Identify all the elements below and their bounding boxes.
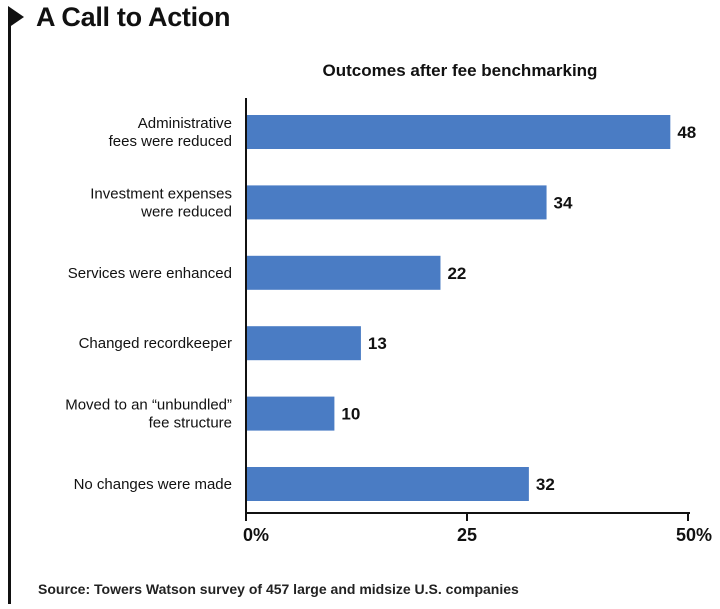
category-label: No changes were made [74,476,232,493]
bar [247,396,335,431]
bar-value-label: 34 [554,193,573,212]
left-border-rule [8,8,11,604]
category-label: Moved to an “unbundled” fee structure [65,397,232,432]
bar [247,467,529,501]
chart-title: Outcomes after fee benchmarking [322,61,598,80]
bar-value-label: 13 [368,334,387,353]
category-label-line: Moved to an “unbundled” [65,397,232,414]
x-tick-label: 25 [457,525,477,545]
source-note: Source: Towers Watson survey of 457 larg… [38,581,519,597]
bar-value-label: 10 [341,405,360,424]
category-label-line: Changed recordkeeper [79,335,232,352]
category-label: Investment expenses were reduced [90,185,232,220]
category-label: Administrative fees were reduced [109,115,232,150]
bar [247,115,671,149]
bar [247,255,441,290]
bar-value-label: 22 [447,264,466,283]
x-tick-label: 50% [676,525,712,545]
x-tick-label: 0% [243,525,269,545]
bar-value-label: 48 [677,123,696,142]
category-label-line: were reduced [140,203,232,220]
title-arrow-icon [8,6,24,28]
bar [247,185,547,220]
category-label-line: No changes were made [74,476,232,493]
bar-value-label: 32 [536,475,555,494]
category-label: Changed recordkeeper [79,335,232,352]
category-label-line: fee structure [149,415,232,432]
category-label-line: fees were reduced [109,133,232,150]
bar [247,326,361,361]
category-label-line: Services were enhanced [68,265,232,282]
category-label-line: Investment expenses [90,185,232,202]
category-label: Services were enhanced [68,265,232,282]
page-title: A Call to Action [36,2,231,32]
category-label-line: Administrative [138,115,232,132]
